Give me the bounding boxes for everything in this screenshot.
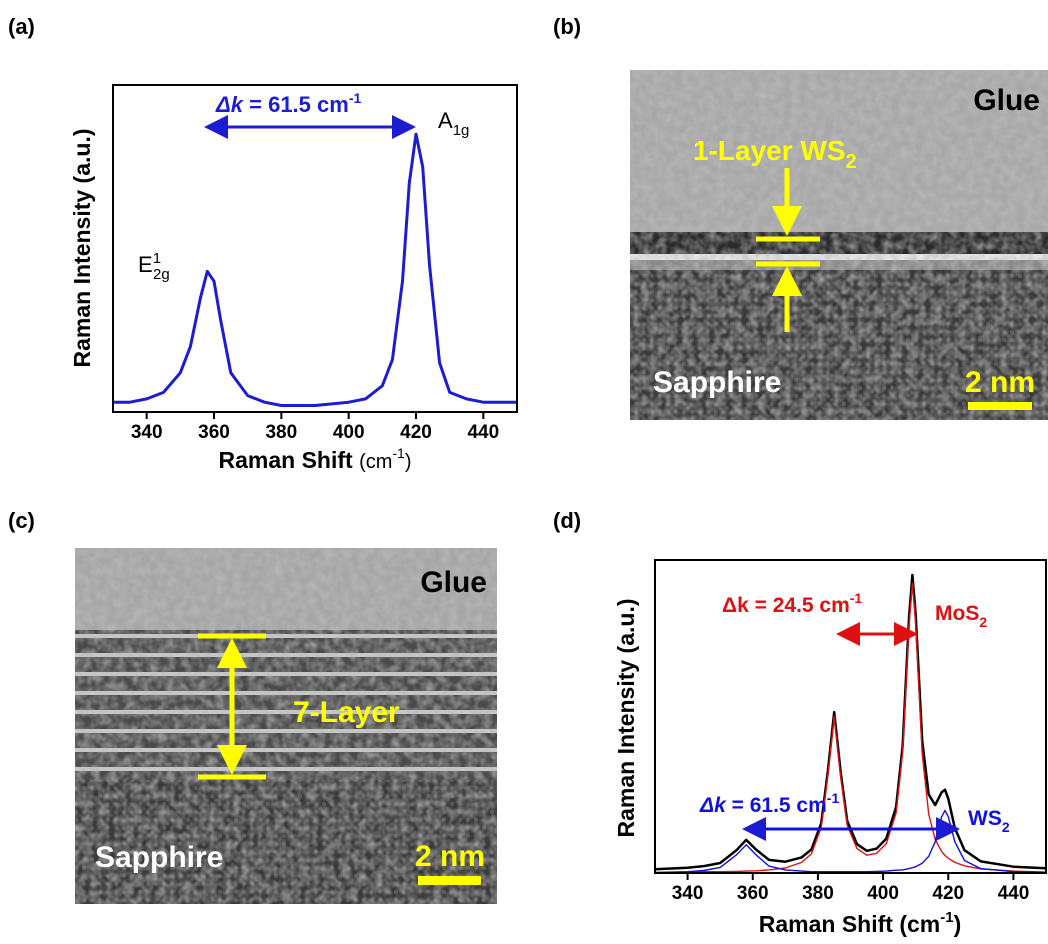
x-tick-label: 340 (672, 883, 704, 904)
x-tick-label: 400 (867, 883, 899, 904)
panel-label: (b) (553, 14, 581, 39)
annotation-part: 2g (153, 266, 170, 283)
annotation: E1 2g (138, 250, 170, 283)
x-tick-label: 340 (131, 422, 163, 443)
chart: 340 360 380 400 420 440 (654, 559, 1047, 904)
annotation-part: WS (968, 807, 1002, 830)
image-text-part: 1-Layer WS (693, 135, 846, 166)
annotation-part: E (138, 252, 153, 277)
annotation-part: Δk (699, 794, 727, 817)
x-axis-title-part: (cm (359, 451, 392, 473)
image-text: 1-Layer WS2 (693, 135, 857, 173)
plot-frame (654, 559, 1047, 874)
annotation-part: A (438, 108, 453, 133)
annotation-part: MoS (935, 602, 979, 625)
chart: 340 360 380 400 420 440 (112, 84, 518, 443)
x-axis-title: Raman Shift (cm-1) (759, 909, 962, 937)
annotation: A1g (438, 108, 469, 139)
spectrum-line (654, 573, 1047, 871)
scale-bar (968, 402, 1032, 410)
annotation: WS2 (968, 807, 1010, 835)
panel-label: (d) (553, 508, 581, 533)
annotation-part: = 61.5 cm (726, 794, 827, 817)
image-text-part: 2 (846, 151, 857, 173)
x-axis-title-part: ) (954, 911, 962, 937)
panel-label: (a) (8, 14, 35, 39)
y-axis-title: Raman Intensity (a.u.) (69, 129, 95, 368)
annotation-part: -1 (850, 590, 863, 606)
image-text: 2 nm (965, 366, 1035, 399)
x-axis-title-part: -1 (940, 909, 953, 926)
image-text: Sapphire (653, 366, 781, 399)
spectrum-line (654, 582, 1047, 874)
x-tick-label: 360 (737, 883, 769, 904)
noise (75, 548, 497, 904)
tem-image: Glue 1-Layer WS2 Sapphire 2 nm (630, 70, 1048, 420)
annotation-part: -1 (349, 90, 362, 106)
x-axis-title-part: Raman Shift (cm (759, 911, 940, 937)
x-tick-label: 400 (333, 422, 365, 443)
plot-frame (112, 84, 518, 413)
annotation: Δk = 61.5 cm-1 (699, 790, 839, 817)
tem-image: Glue 7-Layer Sapphire 2 nm (75, 548, 497, 904)
noise (630, 70, 1048, 420)
x-tick-label: 380 (802, 883, 834, 904)
x-tick-label: 360 (198, 422, 230, 443)
image-text: 2 nm (415, 840, 485, 873)
image-text: Glue (420, 566, 487, 599)
annotation-part: Δk (215, 92, 245, 117)
image-text: Glue (973, 84, 1040, 117)
annotation: Δk = 61.5 cm-1 (215, 90, 361, 117)
x-axis-title-part: -1 (392, 445, 405, 461)
annotation-part: = 61.5 cm (243, 92, 349, 117)
annotation-part: 1 (153, 250, 161, 267)
image-text: 7-Layer (293, 696, 400, 729)
x-tick-label: 440 (998, 883, 1030, 904)
spectrum-line (113, 132, 517, 407)
y-axis-title: Raman Intensity (a.u.) (613, 599, 639, 838)
scale-bar (418, 876, 481, 885)
panel-label: (c) (8, 508, 35, 533)
x-tick-label: 380 (265, 422, 297, 443)
x-axis-title-part: ) (405, 451, 412, 473)
annotation-part: 2 (1002, 819, 1010, 835)
image-text: Sapphire (95, 841, 223, 874)
annotation-part: Δk = 24.5 cm (722, 594, 850, 617)
annotation: Δk = 24.5 cm-1 (722, 590, 862, 617)
annotation-part: 1g (453, 122, 470, 139)
spectrum-line (654, 809, 1047, 874)
x-tick-label: 420 (400, 422, 432, 443)
x-tick-label: 440 (467, 422, 499, 443)
annotation-part: 2 (979, 614, 987, 630)
annotation: MoS2 (935, 602, 987, 630)
x-axis-title-part: Raman Shift (218, 447, 359, 473)
x-tick-label: 420 (932, 883, 964, 904)
x-axis-title: Raman Shift (cm-1) (218, 445, 411, 473)
annotation-part: -1 (827, 790, 840, 806)
